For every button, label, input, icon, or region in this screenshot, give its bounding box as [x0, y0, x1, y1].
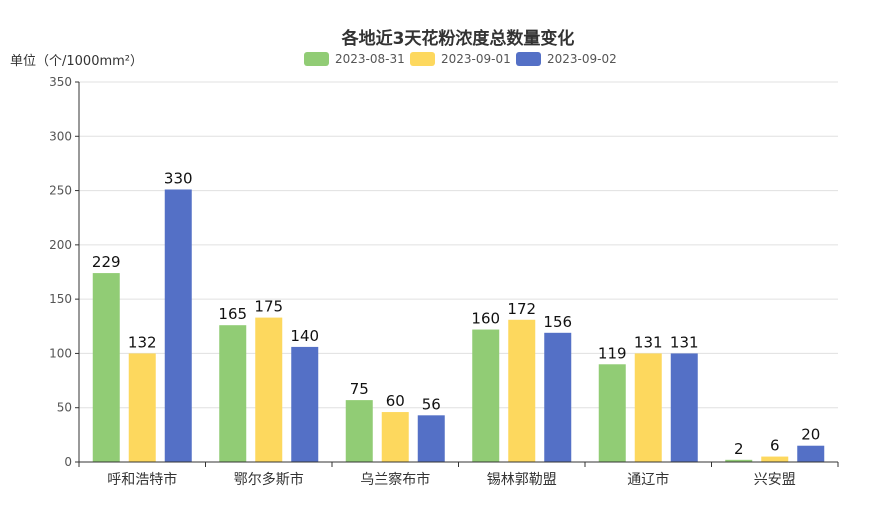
data-label: 156 — [543, 313, 572, 331]
data-label: 6 — [770, 437, 780, 455]
bar — [219, 325, 247, 462]
bar — [508, 319, 536, 462]
bar — [164, 189, 192, 462]
legend-swatch — [410, 52, 435, 66]
data-label: 131 — [670, 333, 699, 351]
x-tick-label: 兴安盟 — [754, 472, 796, 488]
y-tick-label: 150 — [49, 292, 72, 306]
bar — [417, 415, 445, 462]
data-label: 175 — [254, 298, 283, 316]
data-label: 140 — [290, 327, 319, 345]
data-label: 2 — [734, 440, 744, 458]
bar — [670, 353, 698, 462]
data-label: 60 — [386, 392, 405, 410]
bar — [544, 332, 572, 462]
data-label: 330 — [164, 169, 193, 187]
bar — [381, 412, 409, 462]
y-axis-label: 单位（个/1000mm²） — [10, 54, 143, 69]
y-axis-ticks: 0 50 100 150 200 250 300 350 — [49, 75, 79, 469]
bar — [345, 400, 373, 462]
data-label: 20 — [801, 426, 820, 444]
x-tick-label: 通辽市 — [627, 471, 669, 488]
bar — [472, 329, 500, 462]
y-tick-label: 100 — [49, 346, 72, 360]
legend-label: 2023-08-31 — [335, 52, 405, 66]
legend[interactable]: 2023-08-31 2023-09-01 2023-09-02 — [304, 52, 617, 66]
x-tick-label: 鄂尔多斯市 — [234, 471, 304, 488]
x-axis: 呼和浩特市 鄂尔多斯市 乌兰察布市 锡林郭勒盟 通辽市 兴安盟 — [78, 82, 839, 488]
legend-label: 2023-09-01 — [441, 52, 511, 66]
gridlines — [79, 81, 838, 409]
data-label: 75 — [350, 380, 369, 398]
data-label: 165 — [218, 305, 247, 323]
legend-swatch — [516, 52, 541, 66]
x-tick-label: 呼和浩特市 — [107, 471, 177, 488]
bar — [761, 456, 789, 462]
data-label: 131 — [634, 333, 663, 351]
bar — [797, 445, 825, 462]
y-tick-label: 50 — [57, 401, 72, 415]
bar — [128, 353, 156, 462]
bar — [291, 346, 319, 462]
bar — [598, 364, 626, 462]
y-tick-label: 200 — [49, 238, 72, 252]
x-tick-label: 乌兰察布市 — [360, 471, 430, 488]
y-tick-label: 0 — [64, 455, 72, 469]
bars — [92, 189, 825, 462]
bar — [255, 317, 283, 462]
data-label: 172 — [507, 300, 536, 318]
data-label: 132 — [128, 333, 157, 351]
bar — [725, 459, 753, 462]
y-tick-label: 350 — [49, 75, 72, 89]
data-label: 119 — [598, 344, 627, 362]
data-label: 56 — [422, 395, 441, 413]
data-label: 229 — [92, 253, 121, 271]
bar — [92, 273, 120, 462]
x-tick-label: 锡林郭勒盟 — [487, 471, 557, 488]
data-label: 160 — [471, 310, 500, 328]
bar — [634, 353, 662, 462]
y-tick-label: 250 — [49, 184, 72, 198]
data-labels: 229 132 330 165 175 140 75 60 56 160 172 156 119 131 1… — [92, 169, 820, 457]
chart-title: 各地近3天花粉浓度总数量变化 — [341, 28, 575, 49]
y-tick-label: 300 — [49, 129, 72, 143]
legend-swatch — [304, 52, 329, 66]
legend-label: 2023-09-02 — [547, 52, 617, 66]
